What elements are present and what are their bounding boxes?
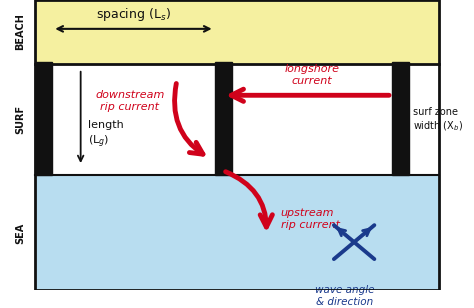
Bar: [392, 62, 409, 175]
Text: downstream
rip current: downstream rip current: [95, 90, 164, 111]
Text: SEA: SEA: [15, 222, 25, 244]
Bar: [36, 0, 439, 64]
Bar: [215, 62, 231, 175]
Bar: [36, 62, 52, 175]
Text: length: length: [88, 120, 124, 130]
Text: (L$_g$): (L$_g$): [88, 134, 109, 150]
Bar: [5, 0, 36, 290]
Bar: [36, 64, 439, 175]
Text: spacing (L$_s$): spacing (L$_s$): [96, 6, 171, 22]
Bar: [36, 175, 439, 290]
Text: SURF: SURF: [15, 105, 25, 134]
Text: wave angle
& direction: wave angle & direction: [315, 286, 374, 307]
Text: BEACH: BEACH: [15, 14, 25, 51]
Text: surf zone
width (X$_b$): surf zone width (X$_b$): [412, 107, 463, 132]
Text: upstream
rip current: upstream rip current: [281, 208, 339, 230]
Text: longshore
current: longshore current: [284, 64, 339, 86]
